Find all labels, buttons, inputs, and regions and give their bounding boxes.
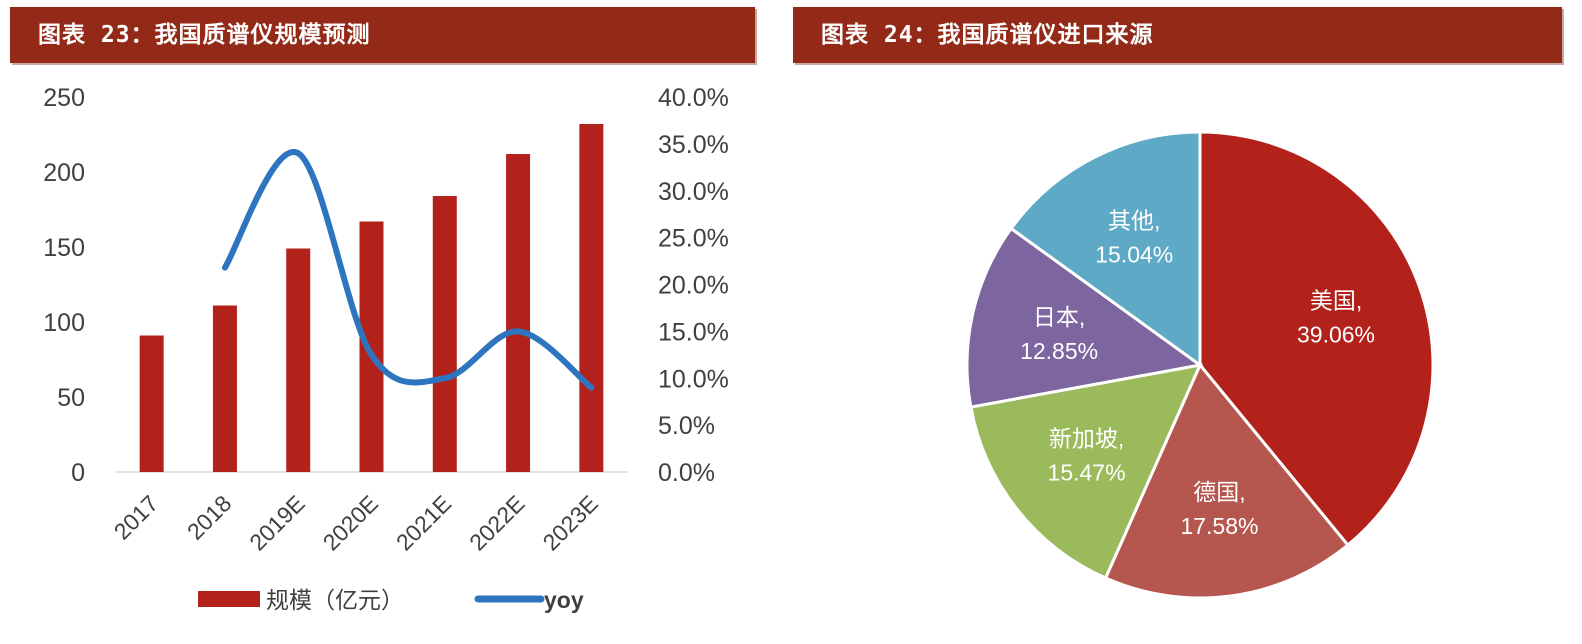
right-axis-tick-label: 15.0%	[658, 318, 729, 346]
bar-2023E	[579, 124, 604, 472]
legend-bar-swatch	[198, 591, 260, 607]
right-axis-tick-label: 30.0%	[658, 178, 729, 206]
legend-line-label: yoy	[544, 587, 584, 613]
pie-label-value: 15.04%	[1095, 241, 1173, 267]
pie-label-name: 新加坡,	[1049, 425, 1124, 451]
right-axis-tick-label: 0.0%	[658, 459, 715, 487]
pie-label-name: 日本,	[1033, 304, 1085, 330]
pie-slice-3	[965, 226, 1204, 409]
left-axis-tick-label: 250	[43, 84, 85, 112]
bar-2018	[212, 305, 237, 472]
pie-label-name: 德国,	[1193, 479, 1245, 505]
chart-24-header: 图表 24：我国质谱仪进口来源	[793, 7, 1562, 63]
pie-label-value: 39.06%	[1297, 321, 1375, 347]
bar-2020E	[359, 221, 384, 472]
left-axis-tick-label: 50	[57, 384, 85, 412]
right-axis-tick-label: 35.0%	[658, 131, 729, 159]
pie-slice-0	[1198, 130, 1435, 548]
left-axis-tick-label: 200	[43, 159, 85, 187]
pie-label-value: 12.85%	[1020, 338, 1098, 364]
scale-forecast-chart: 0 50 100 150 200 250 0.0% 5.0% 10.0% 15.0% 20.0% 25…	[43, 84, 729, 613]
pie-label-value: 17.58%	[1180, 513, 1258, 539]
pie-label-name: 美国,	[1310, 287, 1362, 313]
legend-bar-label: 规模（亿元）	[266, 587, 404, 613]
pie-label-value: 15.47%	[1048, 459, 1126, 485]
left-axis-tick-label: 150	[43, 234, 85, 262]
pie-label-name: 其他,	[1108, 207, 1160, 233]
pie-slice-2	[969, 363, 1203, 580]
right-axis-tick-label: 10.0%	[658, 365, 729, 393]
bar-2017	[139, 335, 164, 472]
bar-2019E	[286, 248, 311, 472]
right-axis-tick-label: 5.0%	[658, 412, 715, 440]
bar-2022E	[506, 154, 531, 472]
right-axis-tick-label: 20.0%	[658, 272, 729, 300]
right-axis-tick-label: 40.0%	[658, 84, 729, 112]
bar-2021E	[432, 196, 457, 472]
pie-slice-4	[1009, 130, 1202, 368]
right-axis-tick-label: 25.0%	[658, 225, 729, 253]
chart-23-header: 图表 23：我国质谱仪规模预测	[10, 7, 755, 63]
left-axis-tick-label: 100	[43, 309, 85, 337]
left-axis-tick-label: 0	[71, 459, 85, 487]
pie-slice-1	[1103, 362, 1350, 600]
